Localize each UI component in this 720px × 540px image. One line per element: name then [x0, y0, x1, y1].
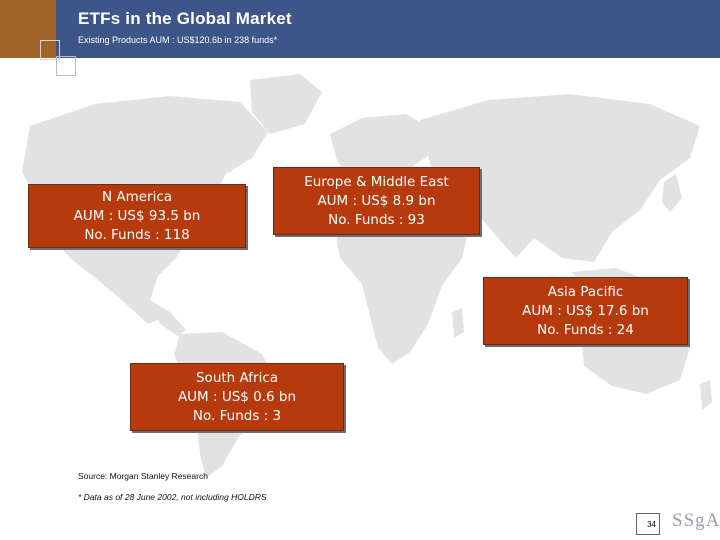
- region-aum: AUM : US$ 8.9 bn: [317, 192, 436, 209]
- region-name: South Africa: [195, 369, 279, 386]
- page-title: ETFs in the Global Market: [78, 9, 292, 28]
- region-funds: No. Funds : 24: [537, 321, 634, 338]
- source-note: Source: Morgan Stanley Research: [78, 471, 208, 481]
- region-funds: No. Funds : 3: [192, 407, 282, 424]
- region-box-asia-pacific: Asia Pacific AUM : US$ 17.6 bn No. Funds…: [483, 277, 688, 345]
- region-name: N America: [101, 188, 173, 205]
- ssga-logo: SSgA: [672, 510, 720, 531]
- decorative-square: [56, 56, 76, 76]
- region-name: Europe & Middle East: [304, 173, 449, 190]
- region-aum: AUM : US$ 93.5 bn: [73, 207, 201, 224]
- footnote: * Data as of 28 June 2002, not including…: [78, 492, 267, 502]
- region-box-south-africa: South Africa AUM : US$ 0.6 bn No. Funds …: [130, 363, 344, 431]
- region-box-europe-middle-east: Europe & Middle East AUM : US$ 8.9 bn No…: [273, 167, 480, 235]
- region-aum: AUM : US$ 17.6 bn: [522, 302, 649, 319]
- world-map: [22, 74, 712, 478]
- region-aum: AUM : US$ 0.6 bn: [177, 388, 297, 405]
- page-number: 34: [636, 513, 660, 535]
- region-funds: No. Funds : 93: [328, 211, 425, 228]
- region-funds: No. Funds : 118: [84, 226, 190, 243]
- page-subtitle: Existing Products AUM : US$120.6b in 238…: [78, 35, 278, 45]
- decorative-square: [40, 40, 60, 60]
- region-box-north-america: N America AUM : US$ 93.5 bn No. Funds : …: [28, 184, 246, 248]
- header-bar: [0, 0, 720, 58]
- header-accent-block: [0, 0, 56, 58]
- region-name: Asia Pacific: [547, 283, 624, 300]
